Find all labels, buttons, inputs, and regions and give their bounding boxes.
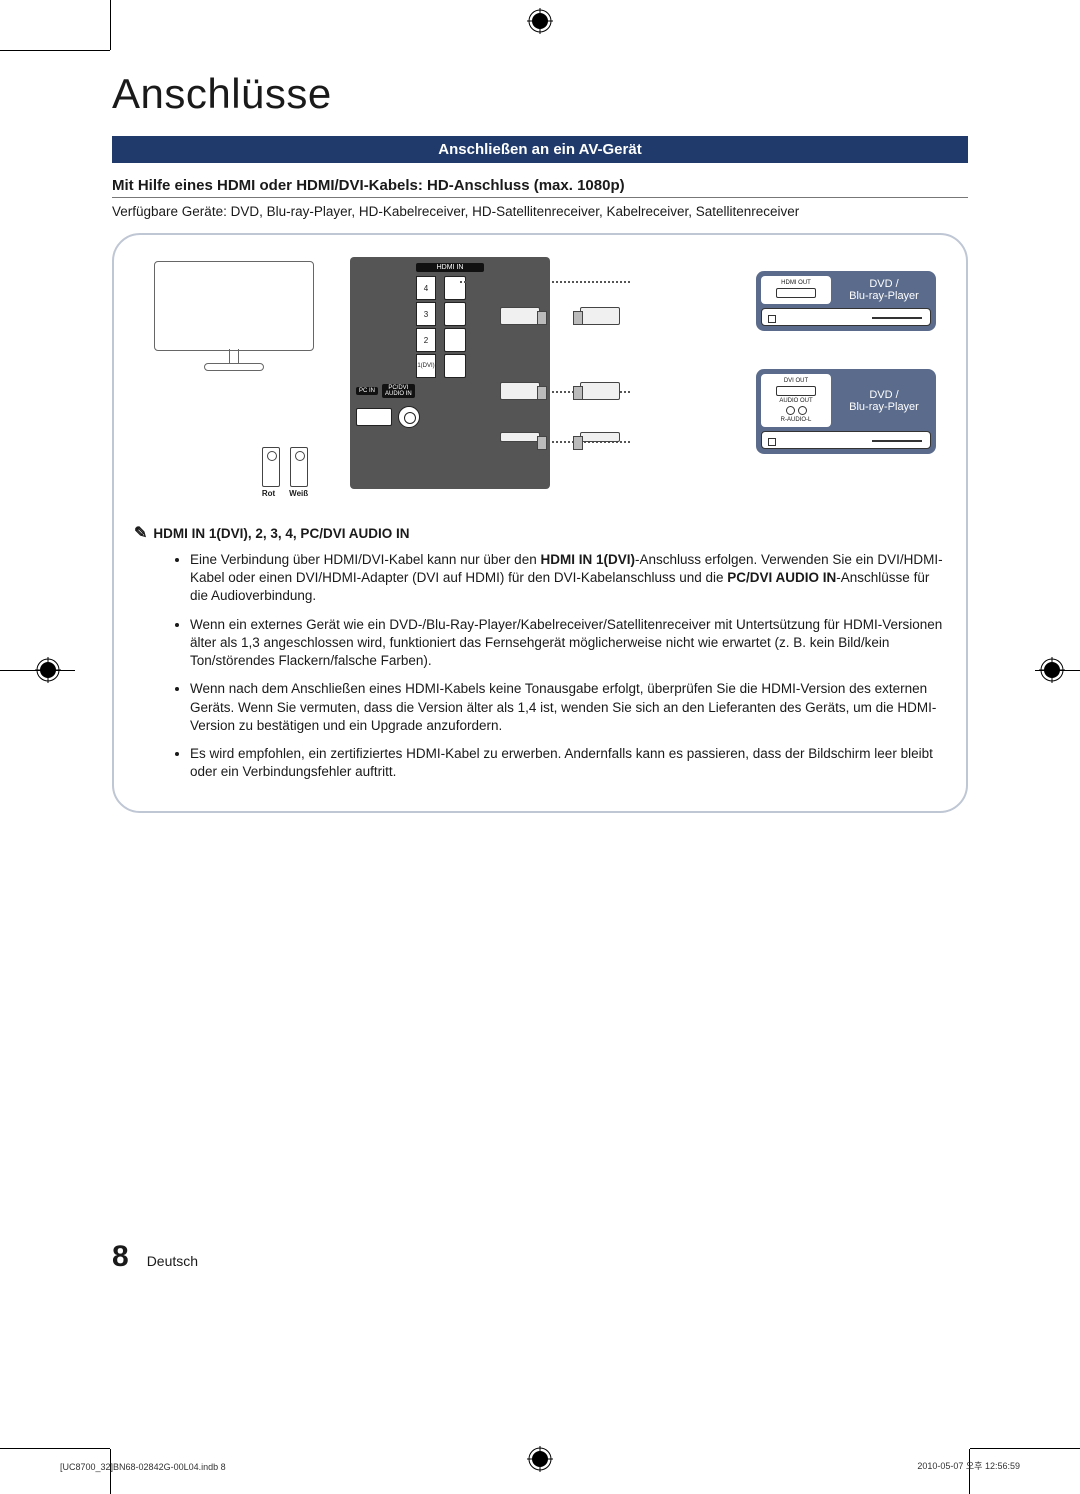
notes-block: ✎ HDMI IN 1(DVI), 2, 3, 4, PC/DVI AUDIO … <box>134 523 946 781</box>
page-content: Anschlüsse Anschließen an ein AV-Gerät M… <box>112 70 968 813</box>
audio-out-port-icon <box>784 406 808 415</box>
page-title: Anschlüsse <box>112 70 968 118</box>
hdmi-port-icon <box>444 302 466 326</box>
note-icon: ✎ <box>134 523 147 543</box>
hdmi-cable <box>460 281 630 283</box>
section-heading: Anschließen an ein AV-Gerät <box>112 136 968 163</box>
crop-mark <box>110 0 111 50</box>
source-device-hdmi: HDMI OUT DVD / Blu-ray-Player <box>756 271 936 331</box>
connection-diagram: Rot Weiß HDMI IN 4 3 2 1(DVI) PC IN PC/D… <box>134 253 946 513</box>
audio-plug-icon <box>580 432 620 442</box>
device-port-label: DVI OUT <box>784 378 808 384</box>
audio-port-icon <box>398 406 420 428</box>
device-title: DVD / <box>839 389 929 401</box>
registration-mark-icon <box>527 8 553 34</box>
hdmi-port-panel: HDMI IN 4 3 2 1(DVI) PC IN PC/DVI AUDIO … <box>350 257 550 489</box>
hdmi-port-label: 3 <box>416 302 436 326</box>
page-language: Deutsch <box>147 1253 198 1269</box>
hdmi-port-label: 2 <box>416 328 436 352</box>
audio-jack-illustration: Rot Weiß <box>240 447 330 498</box>
dvi-out-port-icon <box>776 386 816 396</box>
note-item: Wenn ein externes Gerät wie ein DVD-/Blu… <box>190 616 946 671</box>
registration-mark-icon <box>527 1446 553 1472</box>
device-title: DVD / <box>839 278 929 290</box>
hdmi-plug-icon <box>580 307 620 325</box>
subheading: Mit Hilfe eines HDMI oder HDMI/DVI-Kabel… <box>112 177 968 198</box>
note-item: Wenn nach dem Anschließen eines HDMI-Kab… <box>190 680 946 735</box>
page-number: 8 <box>112 1240 129 1274</box>
hdmi-port-icon <box>444 328 466 352</box>
device-title: Blu-ray-Player <box>839 401 929 413</box>
pcdvi-audio-in-label: PC/DVI AUDIO IN <box>382 384 415 398</box>
page-footer: 8 Deutsch <box>112 1240 198 1274</box>
device-port-label: AUDIO OUT <box>779 398 812 404</box>
dvi-plug-icon <box>500 382 540 400</box>
source-device-dvi: DVI OUT AUDIO OUT R-AUDIO-L DVD / Blu-ra… <box>756 369 936 454</box>
available-devices-text: Verfügbare Geräte: DVD, Blu-ray-Player, … <box>112 204 968 219</box>
hdmi-port-icon <box>444 276 466 300</box>
hdmi-panel-header: HDMI IN <box>416 263 484 272</box>
hdmi-port-label: 1(DVI) <box>416 354 436 378</box>
hdmi-out-port-icon <box>776 288 816 298</box>
note-item: Eine Verbindung über HDMI/DVI-Kabel kann… <box>190 551 946 606</box>
device-port-label: R-AUDIO-L <box>781 417 812 423</box>
jack-red-icon <box>262 447 280 487</box>
jack-label-white: Weiß <box>289 489 308 498</box>
print-footer-right: 2010-05-07 오후 12:56:59 <box>917 1459 1020 1472</box>
registration-mark-icon <box>35 657 61 683</box>
device-body-icon <box>761 308 931 326</box>
device-port-label: HDMI OUT <box>781 280 811 286</box>
print-footer-left: [UC8700_32]BN68-02842G-00L04.indb 8 <box>60 1462 226 1472</box>
pc-in-label: PC IN <box>356 387 378 395</box>
jack-label-red: Rot <box>262 489 275 498</box>
crop-mark <box>970 1448 1080 1449</box>
notes-heading: HDMI IN 1(DVI), 2, 3, 4, PC/DVI AUDIO IN <box>153 526 409 541</box>
note-item: Es wird empfohlen, ein zertifiziertes HD… <box>190 745 946 781</box>
device-body-icon <box>761 431 931 449</box>
dvi-plug-icon <box>580 382 620 400</box>
audio-plug-icon <box>500 432 540 442</box>
hdmi-port-label: 4 <box>416 276 436 300</box>
registration-mark-icon <box>1039 657 1065 683</box>
device-title: Blu-ray-Player <box>839 290 929 302</box>
pc-port-icon <box>356 408 392 426</box>
crop-mark <box>0 50 110 51</box>
tv-illustration <box>154 261 314 371</box>
crop-mark <box>0 1448 110 1449</box>
hdmi-plug-icon <box>500 307 540 325</box>
hdmi-port-icon <box>444 354 466 378</box>
jack-white-icon <box>290 447 308 487</box>
notes-list: Eine Verbindung über HDMI/DVI-Kabel kann… <box>134 551 946 781</box>
connection-diagram-box: Rot Weiß HDMI IN 4 3 2 1(DVI) PC IN PC/D… <box>112 233 968 813</box>
